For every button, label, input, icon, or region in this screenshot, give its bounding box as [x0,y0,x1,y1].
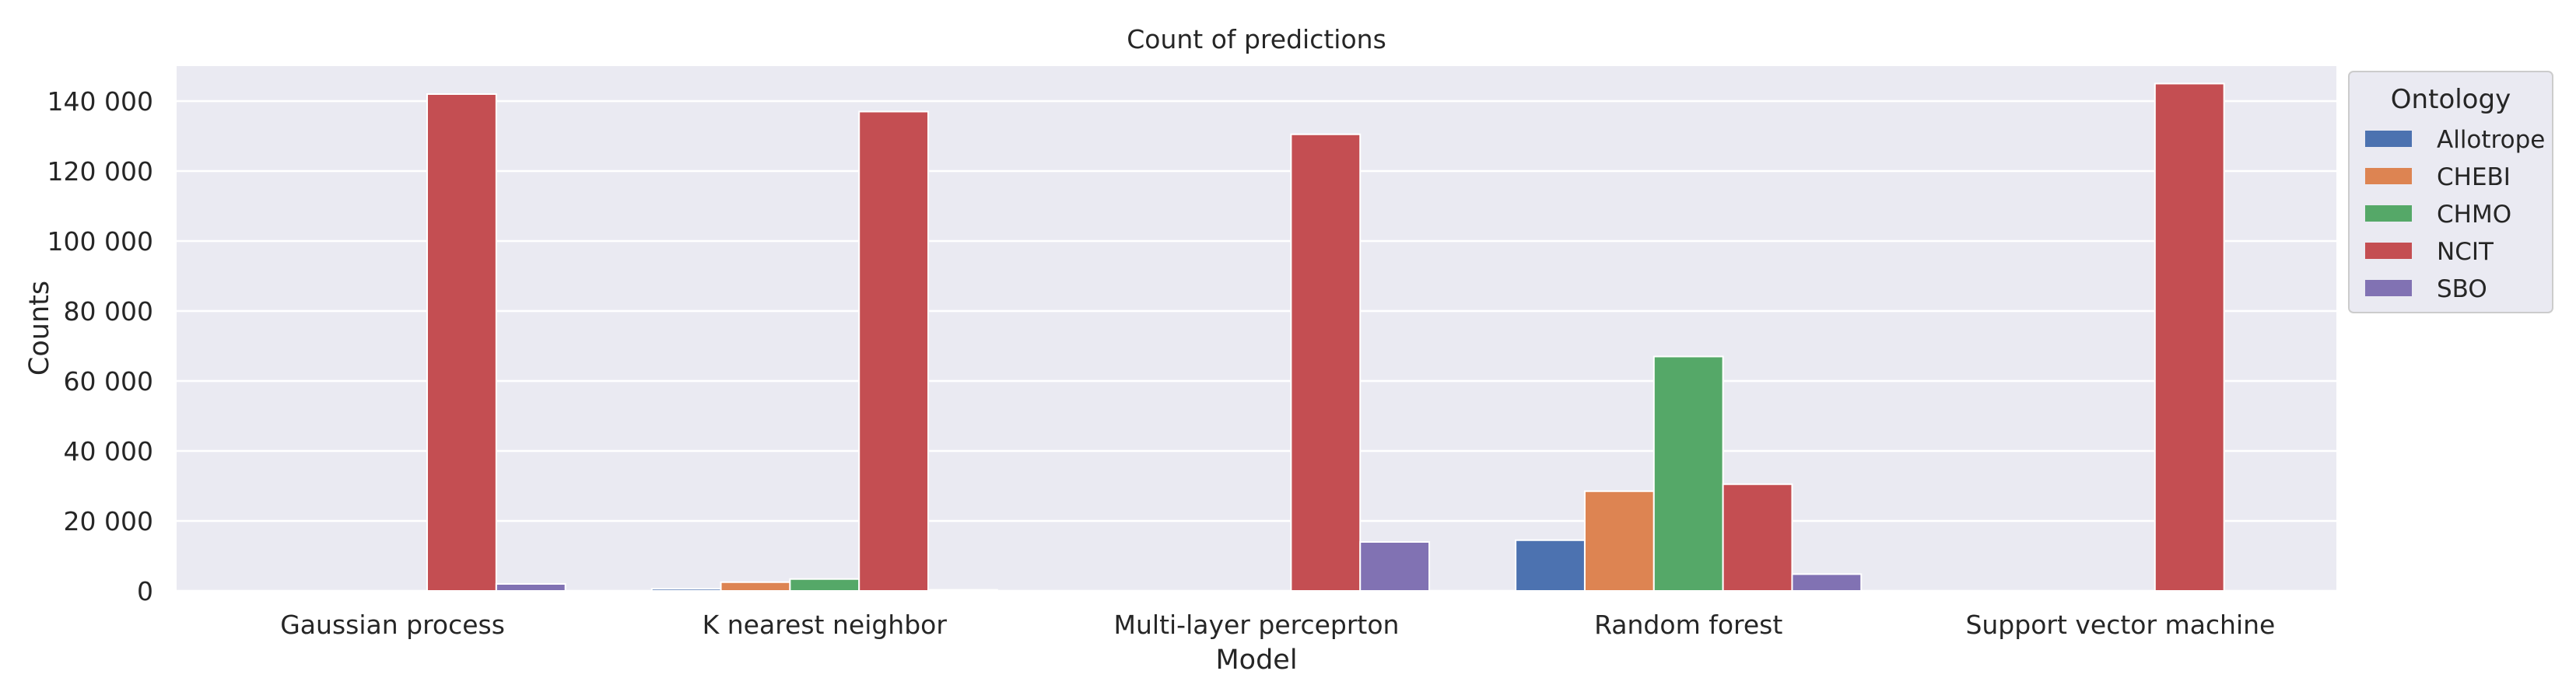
y-tick-label: 80 000 [64,296,153,327]
bar-ncit [1722,483,1793,592]
x-axis-label: Model [1215,645,1297,676]
x-tick-label: Random forest [1594,610,1782,640]
y-tick-label: 40 000 [64,436,153,467]
plot-background [177,66,2336,591]
legend-label: NCIT [2437,238,2494,266]
y-tick-label: 100 000 [47,226,153,257]
legend-label: CHEBI [2437,163,2511,191]
y-tick-label: 20 000 [64,506,153,536]
y-tick-label: 120 000 [47,156,153,187]
bar-sbo [1359,541,1431,592]
bar-allotrope [650,588,722,592]
x-tick-label: Gaussian process [280,610,505,640]
legend: Ontology Allotrope CHEBI CHMO NCIT SBO [2348,71,2553,313]
legend-swatch-chmo [2365,205,2412,222]
legend-items: Allotrope CHEBI CHMO NCIT SBO [2365,126,2545,303]
bar-chmo [789,578,860,592]
legend-title: Ontology [2391,84,2511,115]
x-tick-label: Support vector machine [1965,610,2275,640]
x-tick-labels: Gaussian process K nearest neighbor Multi-… [280,610,2275,640]
legend-swatch-sbo [2365,280,2412,296]
bar-sbo [927,589,998,592]
x-tick-label: Multi-layer perceprton [1114,610,1400,640]
bar-ncit [1290,133,1362,592]
bar-ncit [2154,82,2225,592]
bar-ncit [858,110,930,592]
legend-swatch-allotrope [2365,131,2412,147]
x-tick-label: K nearest neighbor [703,610,948,640]
gridlines [177,100,2336,592]
y-tick-label: 140 000 [47,86,153,117]
chart-title: Count of predictions [1127,24,1386,54]
bar-allotrope [1515,539,1586,592]
y-tick-labels: 0 20 000 40 000 60 000 80 000 100 000 120 000 1… [47,86,153,606]
legend-swatch-chebi [2365,168,2412,184]
legend-label: CHMO [2437,201,2511,229]
bar-ncit [426,93,497,592]
legend-label: Allotrope [2437,126,2545,154]
y-tick-label: 60 000 [64,366,153,397]
bars [426,82,2225,592]
bar-chebi [1583,490,1655,592]
bar-sbo [1791,573,1863,592]
bar-chmo [1652,355,1724,592]
bar-sbo [495,583,566,592]
y-tick-label: 0 [137,576,153,606]
legend-label: SBO [2437,275,2487,303]
y-axis-label: Counts [24,281,55,376]
bar-chebi [720,581,791,592]
legend-swatch-ncit [2365,243,2412,259]
